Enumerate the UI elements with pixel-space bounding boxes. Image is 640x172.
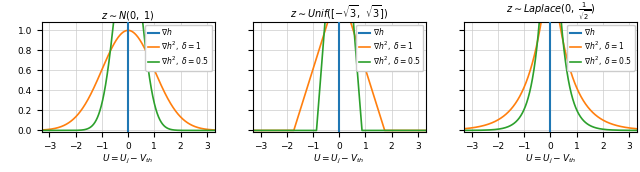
$\nabla h^2,\ \delta=1$ bbox=[143, 51, 150, 53]
$\nabla h^2,\ \delta=1$ bbox=[574, 89, 582, 92]
$\nabla h^2,\ \delta=0.5$ bbox=[363, 129, 371, 131]
$\nabla h^2,\ \delta=1$ bbox=[488, 122, 496, 124]
Line: $\nabla h^2,\ \delta=0.5$: $\nabla h^2,\ \delta=0.5$ bbox=[36, 0, 220, 130]
$\nabla h^2,\ \delta=0.5$ bbox=[525, 95, 532, 97]
Line: $\nabla h^2,\ \delta=1$: $\nabla h^2,\ \delta=1$ bbox=[248, 0, 431, 130]
$\nabla h^2,\ \delta=1$ bbox=[525, 74, 532, 76]
$\nabla h^2,\ \delta=1$ bbox=[170, 107, 177, 109]
$\nabla h^2,\ \delta=1$ bbox=[184, 122, 191, 124]
$\nabla h^2,\ \delta=0.5$ bbox=[591, 127, 599, 129]
$\nabla h^2,\ \delta=1$ bbox=[314, 54, 321, 56]
$\nabla h^2,\ \delta=1$ bbox=[66, 121, 74, 123]
Line: $\nabla h^2,\ \delta=1$: $\nabla h^2,\ \delta=1$ bbox=[458, 0, 640, 129]
$\nabla h^2,\ \delta=1$ bbox=[152, 72, 159, 74]
$\nabla h^2,\ \delta=0.5$ bbox=[184, 129, 191, 131]
$\nabla h^2,\ \delta=0.5$ bbox=[170, 129, 177, 131]
$\nabla h^2,\ \delta=0.5$ bbox=[574, 111, 582, 114]
$\nabla h^2,\ \delta=0.5$ bbox=[427, 129, 435, 131]
$\nabla h^2,\ \delta=0.5$ bbox=[66, 129, 74, 131]
$\nabla h^2,\ \delta=0.5$ bbox=[454, 129, 462, 131]
$\nabla h^2,\ \delta=1$ bbox=[102, 58, 110, 60]
$\nabla h^2,\ \delta=1$ bbox=[564, 63, 572, 66]
$\nabla h^2,\ \delta=0.5$ bbox=[216, 129, 224, 131]
$\nabla h^2,\ \delta=0.5$ bbox=[381, 129, 388, 131]
$\nabla h^2,\ \delta=0.5$ bbox=[152, 108, 159, 110]
$\nabla h^2,\ \delta=0.5$ bbox=[394, 129, 402, 131]
$\nabla h^2,\ \delta=1$ bbox=[33, 129, 40, 131]
Line: $\nabla h^2,\ \delta=1$: $\nabla h^2,\ \delta=1$ bbox=[36, 30, 220, 130]
Legend: $\nabla h$, $\nabla h^2,\ \delta=1$, $\nabla h^2,\ \delta=0.5$: $\nabla h$, $\nabla h^2,\ \delta=1$, $\n… bbox=[145, 25, 212, 71]
$\nabla h^2,\ \delta=1$ bbox=[124, 29, 132, 31]
$\nabla h^2,\ \delta=1$ bbox=[244, 129, 252, 131]
X-axis label: $U = U_j - V_{th}$: $U = U_j - V_{th}$ bbox=[314, 153, 365, 166]
$\nabla h^2,\ \delta=1$ bbox=[427, 129, 435, 131]
$\nabla h^2,\ \delta=1$ bbox=[591, 114, 599, 116]
$\nabla h^2,\ \delta=0.5$ bbox=[33, 129, 40, 131]
$\nabla h^2,\ \delta=1$ bbox=[216, 129, 224, 131]
$\nabla h^2,\ \delta=0.5$ bbox=[102, 78, 110, 80]
$\nabla h^2,\ \delta=1$ bbox=[277, 129, 285, 131]
$\nabla h^2,\ \delta=0.5$ bbox=[638, 129, 640, 131]
$\nabla h^2,\ \delta=0.5$ bbox=[564, 80, 572, 82]
Line: $\nabla h^2,\ \delta=0.5$: $\nabla h^2,\ \delta=0.5$ bbox=[248, 0, 431, 130]
$\nabla h^2,\ \delta=0.5$ bbox=[244, 129, 252, 131]
$\nabla h^2,\ \delta=1$ bbox=[363, 73, 371, 75]
$\nabla h^2,\ \delta=1$ bbox=[454, 128, 462, 130]
$\nabla h^2,\ \delta=1$ bbox=[381, 129, 388, 131]
$\nabla h^2,\ \delta=0.5$ bbox=[354, 74, 362, 76]
Legend: $\nabla h$, $\nabla h^2,\ \delta=1$, $\nabla h^2,\ \delta=0.5$: $\nabla h$, $\nabla h^2,\ \delta=1$, $\n… bbox=[567, 25, 634, 71]
Title: $z \sim N(0,\ 1)$: $z \sim N(0,\ 1)$ bbox=[101, 9, 155, 22]
$\nabla h^2,\ \delta=0.5$ bbox=[314, 116, 321, 118]
X-axis label: $U = U_j - V_{th}$: $U = U_j - V_{th}$ bbox=[102, 153, 154, 166]
Title: $z \sim Unif([-\sqrt{3},\ \sqrt{3}])$: $z \sim Unif([-\sqrt{3},\ \sqrt{3}])$ bbox=[290, 4, 388, 22]
$\nabla h^2,\ \delta=1$ bbox=[394, 129, 402, 131]
$\nabla h^2,\ \delta=0.5$ bbox=[277, 129, 285, 131]
$\nabla h^2,\ \delta=1$ bbox=[605, 122, 613, 124]
$\nabla h^2,\ \delta=0.5$ bbox=[605, 129, 613, 131]
$\nabla h^2,\ \delta=1$ bbox=[354, 43, 362, 45]
$\nabla h^2,\ \delta=1$ bbox=[638, 128, 640, 130]
X-axis label: $U = U_j - V_{th}$: $U = U_j - V_{th}$ bbox=[525, 153, 576, 166]
Title: $z \sim Laplace(0,\ \frac{1}{\sqrt{2}})$: $z \sim Laplace(0,\ \frac{1}{\sqrt{2}})$ bbox=[506, 1, 595, 22]
$\nabla h^2,\ \delta=0.5$ bbox=[143, 54, 150, 56]
$\nabla h^2,\ \delta=0.5$ bbox=[488, 129, 496, 131]
Legend: $\nabla h$, $\nabla h^2,\ \delta=1$, $\nabla h^2,\ \delta=0.5$: $\nabla h$, $\nabla h^2,\ \delta=1$, $\n… bbox=[356, 25, 424, 71]
Line: $\nabla h^2,\ \delta=0.5$: $\nabla h^2,\ \delta=0.5$ bbox=[458, 0, 640, 130]
